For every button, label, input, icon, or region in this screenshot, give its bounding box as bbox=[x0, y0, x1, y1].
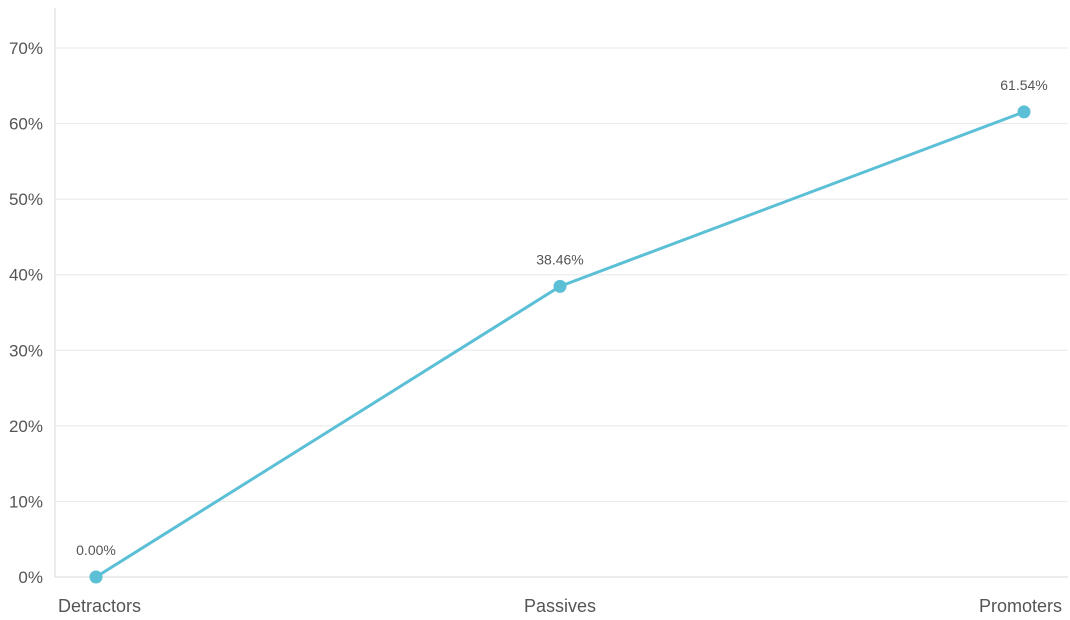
grid-layer bbox=[54, 8, 1068, 578]
series-line bbox=[95, 110, 1025, 579]
x-category-label: Detractors bbox=[58, 596, 141, 616]
data-label: 38.46% bbox=[536, 251, 583, 267]
x-axis-categories: Detractors Passives Promoters bbox=[58, 596, 1062, 616]
y-axis-ticks: 0% 10% 20% 30% 40% 50% 60% 70% bbox=[9, 39, 43, 587]
data-point[interactable] bbox=[553, 279, 567, 293]
series-layer bbox=[89, 105, 1031, 584]
data-labels: 0.00% 38.46% 61.54% bbox=[76, 77, 1048, 558]
y-tick-label: 20% bbox=[9, 417, 43, 436]
y-tick-label: 60% bbox=[9, 115, 43, 134]
x-category-label: Passives bbox=[524, 596, 596, 616]
data-point[interactable] bbox=[1017, 105, 1031, 119]
y-tick-label: 70% bbox=[9, 39, 43, 58]
data-label: 0.00% bbox=[76, 542, 116, 558]
x-category-label: Promoters bbox=[979, 596, 1062, 616]
y-tick-label: 0% bbox=[18, 568, 43, 587]
y-tick-label: 40% bbox=[9, 266, 43, 285]
y-tick-label: 10% bbox=[9, 492, 43, 511]
data-label: 61.54% bbox=[1000, 77, 1047, 93]
y-tick-label: 30% bbox=[9, 341, 43, 360]
y-tick-label: 50% bbox=[9, 190, 43, 209]
data-point[interactable] bbox=[89, 570, 103, 584]
